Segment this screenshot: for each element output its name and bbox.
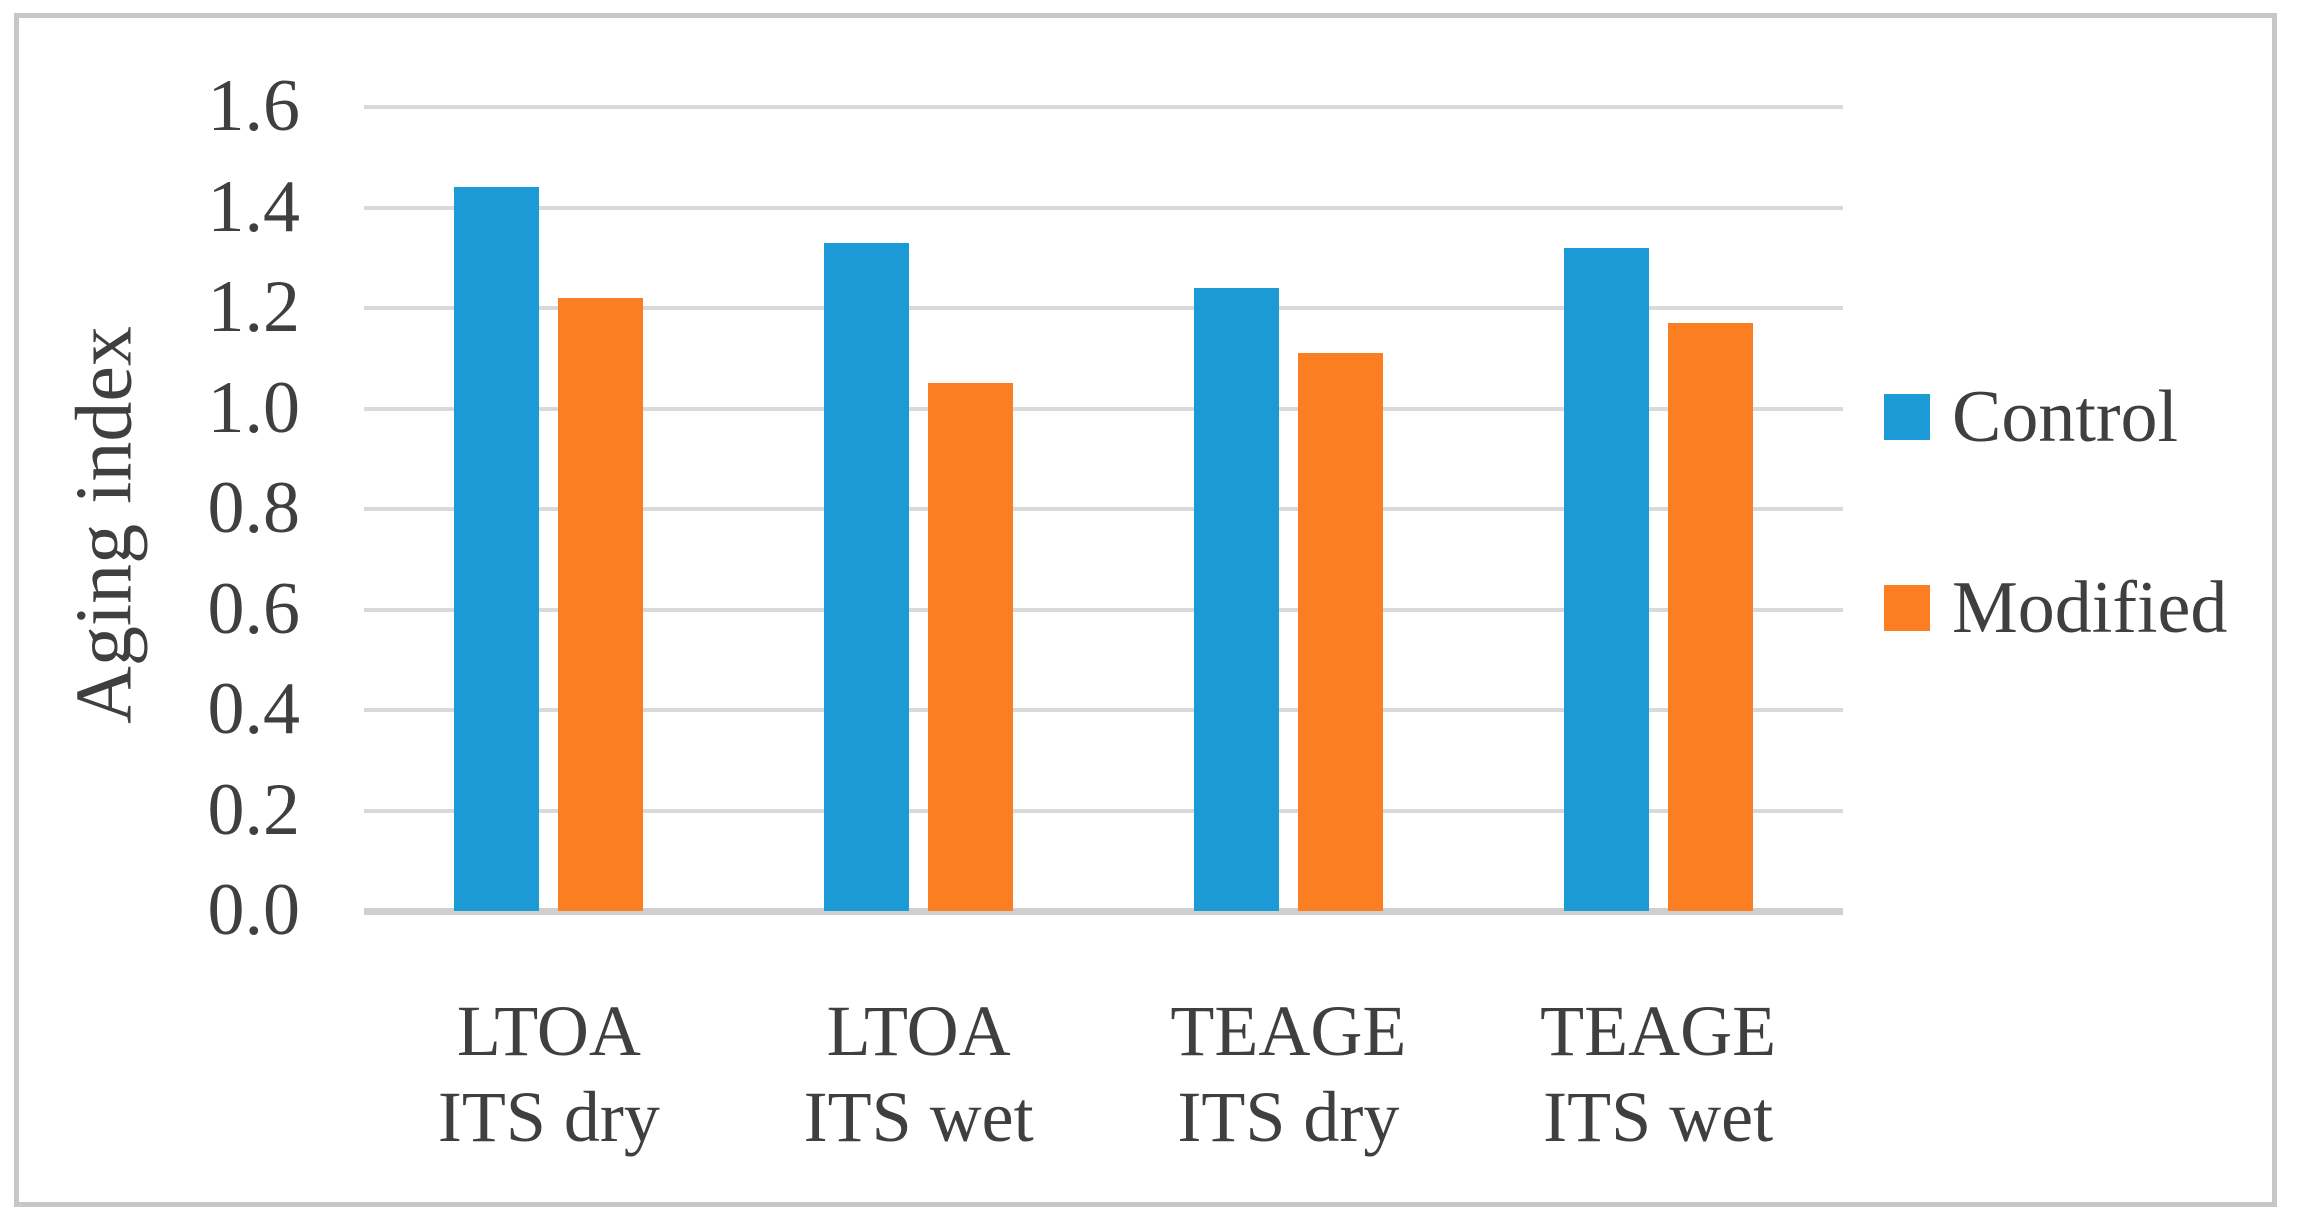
legend-swatch-control xyxy=(1884,394,1930,440)
x-axis-category-label-line: TEAGE xyxy=(1170,991,1407,1071)
x-axis-category-label-line: ITS dry xyxy=(437,1077,660,1157)
gridline xyxy=(364,607,1843,612)
y-axis-tick-label: 0.0 xyxy=(207,869,301,951)
bar-control-1 xyxy=(454,187,540,911)
gridline xyxy=(364,205,1843,210)
gridline xyxy=(364,808,1843,813)
gridline xyxy=(364,105,1843,109)
x-axis-category-label: TEAGE ITS dry xyxy=(1104,988,1474,1160)
bar-control-2 xyxy=(824,242,910,911)
y-axis-tick-label: 0.2 xyxy=(207,768,301,851)
bar-modified-2 xyxy=(928,383,1014,911)
x-axis-line xyxy=(364,908,1843,915)
bar-control-4 xyxy=(1563,247,1649,911)
x-axis-category-label: LTOA ITS wet xyxy=(734,988,1104,1160)
legend-swatch-modified xyxy=(1884,585,1930,631)
x-axis-category-label-line: LTOA xyxy=(826,991,1011,1071)
legend-item-modified: Modified xyxy=(1884,567,2227,649)
legend-item-control: Control xyxy=(1884,376,2178,458)
gridline xyxy=(364,306,1843,310)
y-axis-tick-label: 1.6 xyxy=(207,65,301,147)
x-axis-category-label-line: ITS dry xyxy=(1177,1077,1400,1157)
bar-modified-4 xyxy=(1667,323,1753,911)
bar-control-3 xyxy=(1193,287,1279,911)
y-axis-tick-label: 0.8 xyxy=(207,467,301,549)
x-axis-category-label-line: ITS wet xyxy=(803,1077,1034,1157)
x-axis-category-label-line: ITS wet xyxy=(1543,1077,1774,1157)
bar-modified-3 xyxy=(1297,353,1383,911)
gridline xyxy=(364,507,1843,511)
gridline xyxy=(364,406,1843,411)
y-axis-tick-label: 0.6 xyxy=(207,567,301,650)
x-axis-category-label: TEAGE ITS wet xyxy=(1473,988,1843,1160)
y-axis-tick-label: 1.4 xyxy=(207,165,301,248)
y-axis-tick-label: 1.2 xyxy=(207,266,301,348)
y-axis-tick-label: 1.0 xyxy=(207,366,301,449)
bar-modified-1 xyxy=(558,297,644,911)
x-axis-category-label: LTOA ITS dry xyxy=(364,988,734,1160)
x-axis-category-label-line: TEAGE xyxy=(1540,991,1777,1071)
y-axis-tick-label: 0.4 xyxy=(207,668,301,750)
legend-label-control: Control xyxy=(1952,375,2179,458)
legend-label-modified: Modified xyxy=(1952,566,2228,649)
gridline xyxy=(364,708,1843,712)
x-axis-category-label-line: LTOA xyxy=(456,991,641,1071)
